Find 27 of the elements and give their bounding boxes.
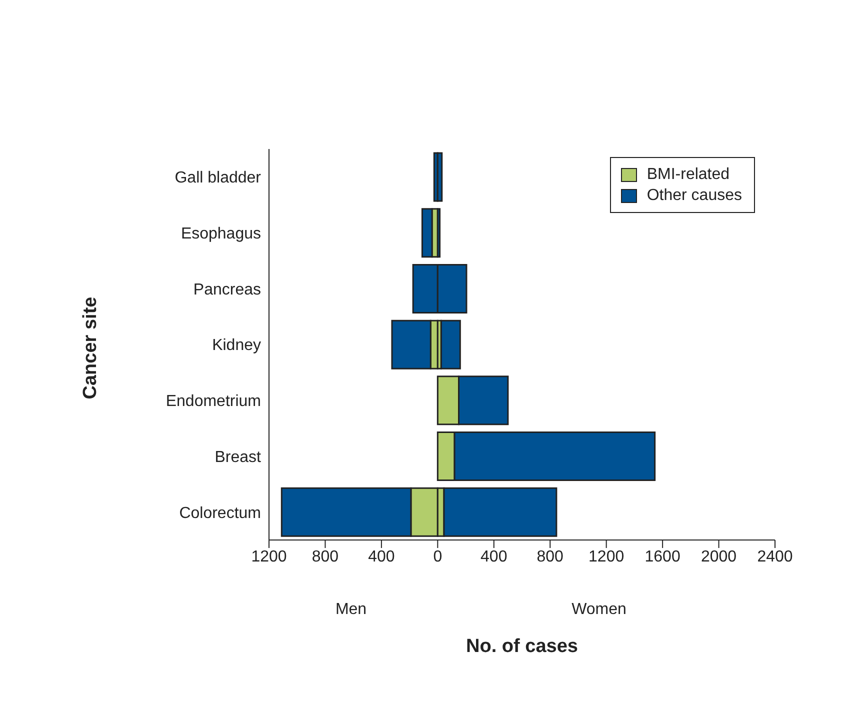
x-tick-label: 400 [368, 548, 395, 566]
x-tick-label: 2000 [700, 548, 737, 566]
y-tick-label: Pancreas [193, 281, 261, 298]
bar [440, 320, 461, 370]
text: Women [572, 601, 626, 619]
bar [421, 208, 433, 258]
x-tick-label: 0 [433, 548, 442, 566]
y-tick-label: Colorectum [179, 504, 261, 522]
x-tick-label: 800 [536, 548, 564, 566]
y-axis-title: Cancer site [80, 296, 102, 400]
bar [436, 152, 443, 202]
y-tick-label: Endometrium [166, 393, 261, 410]
x-tick-label: 1600 [644, 548, 680, 566]
x-tick-label: 400 [480, 548, 508, 566]
y-tick-label: Gall bladder [174, 170, 262, 187]
y-tick-label: Breast [214, 448, 262, 466]
legend-label: BMI-related [646, 165, 730, 185]
x-axis-title: No. of cases [466, 636, 578, 658]
legend-label: Other causes [646, 186, 742, 206]
text: Men [335, 601, 367, 619]
x-tick-label: 1200 [251, 548, 287, 566]
x-tick-label: 2400 [757, 548, 793, 566]
x-tick-label: 800 [312, 548, 339, 566]
bar [436, 208, 441, 258]
y-tick-label: Esophagus [180, 225, 261, 242]
y-tick-label: Kidney [212, 337, 261, 354]
x-tick-label: 1200 [588, 548, 624, 566]
